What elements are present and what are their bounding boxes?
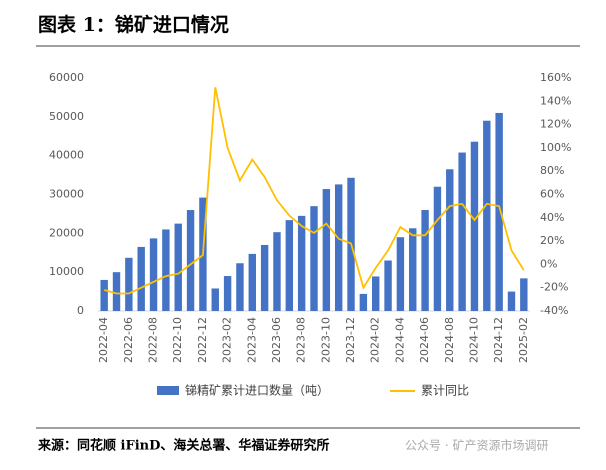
bar <box>297 215 306 311</box>
x-tick-label: 2023-12 <box>344 317 357 363</box>
line <box>103 87 525 295</box>
x-tick-label: 2022-04 <box>97 317 110 363</box>
bar <box>421 210 429 311</box>
x-tick-label: 2024-04 <box>393 317 406 363</box>
bar <box>458 152 466 311</box>
watermark: 公众号 · 矿产资源市场调研 <box>405 438 548 453</box>
y2-tick-label: 0% <box>540 257 557 270</box>
x-tick-label: 2022-12 <box>196 317 209 363</box>
y2-tick-label: 80% <box>540 164 564 177</box>
bar <box>112 272 121 311</box>
x-tick-label: 2024-12 <box>492 317 505 363</box>
bar <box>359 293 368 311</box>
chart-title: 图表 1：锑矿进口情况 <box>38 13 229 36</box>
bar <box>125 257 133 311</box>
bar <box>162 229 170 311</box>
x-tick-label: 2025-02 <box>517 317 530 363</box>
y-tick-label: 50000 <box>49 110 84 123</box>
y-tick-label: 20000 <box>49 226 84 239</box>
x-tick-label: 2023-04 <box>245 317 258 363</box>
y-tick-label: 10000 <box>49 265 84 278</box>
x-tick-label: 2023-02 <box>221 317 234 363</box>
y2-tick-label: 40% <box>540 211 564 224</box>
bar <box>334 184 343 311</box>
bar <box>285 220 294 311</box>
x-tick-label: 2023-08 <box>295 317 308 363</box>
y2-tick-label: 140% <box>540 94 571 107</box>
x-tick-label: 2024-02 <box>369 317 382 363</box>
y-tick-label: 60000 <box>49 71 84 84</box>
bar <box>149 238 158 311</box>
y2-tick-label: -40% <box>540 304 568 317</box>
bar <box>384 260 392 311</box>
legend-label: 累计同比 <box>421 384 469 398</box>
y2-tick-label: 160% <box>540 71 571 84</box>
bar <box>507 291 516 311</box>
bar <box>372 276 380 311</box>
bar <box>322 189 331 311</box>
bar <box>137 246 145 311</box>
x-tick-label: 2022-10 <box>171 317 184 363</box>
bar <box>211 288 219 311</box>
y-tick-label: 30000 <box>49 188 84 201</box>
bar <box>409 228 417 311</box>
bar <box>174 223 182 311</box>
bar <box>396 237 405 311</box>
bar <box>446 169 454 311</box>
bar <box>520 278 528 311</box>
bar <box>223 276 232 311</box>
bar <box>433 186 442 311</box>
bar <box>100 279 108 311</box>
y2-tick-label: 20% <box>540 234 564 247</box>
x-tick-label: 2023-10 <box>319 317 332 363</box>
x-tick-label: 2022-08 <box>147 317 160 363</box>
y2-tick-label: 60% <box>540 188 564 201</box>
bar <box>236 263 244 311</box>
y2-tick-label: 120% <box>540 118 571 131</box>
bar <box>248 253 256 311</box>
bar <box>470 141 479 311</box>
bar <box>495 112 503 311</box>
x-tick-label: 2024-06 <box>418 317 431 363</box>
y2-tick-label: -20% <box>540 281 568 294</box>
y-tick-label: 40000 <box>49 149 84 162</box>
legend-label: 锑精矿累计进口数量（吨） <box>185 383 329 398</box>
bar <box>310 206 318 311</box>
x-tick-label: 2024-08 <box>443 317 456 363</box>
x-tick-label: 2023-06 <box>270 317 283 363</box>
x-tick-label: 2024-10 <box>467 317 480 363</box>
legend: 锑精矿累计进口数量（吨） 累计同比 <box>157 383 469 398</box>
bar <box>186 210 195 311</box>
x-tick-label: 2022-06 <box>122 317 135 363</box>
bar <box>260 244 269 311</box>
bar <box>483 120 491 311</box>
y-tick-label: 0 <box>77 304 84 317</box>
bar <box>273 232 281 311</box>
legend-swatch <box>157 386 179 395</box>
y2-tick-label: 100% <box>540 141 571 154</box>
source: 来源：同花顺 iFinD、海关总署、华福证券研究所 <box>37 438 329 454</box>
